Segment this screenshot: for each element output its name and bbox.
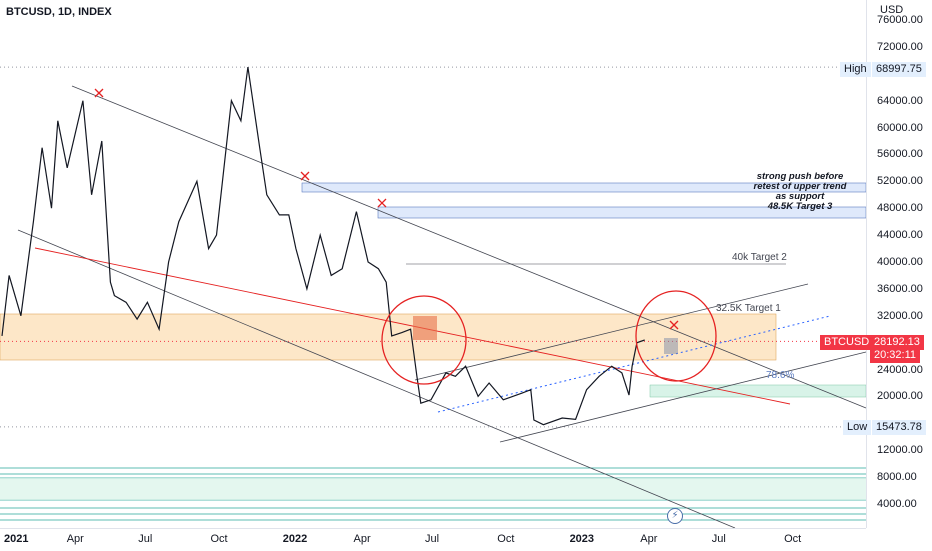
price-line bbox=[1, 67, 645, 426]
price-tick-8: 44000.00 bbox=[877, 229, 923, 242]
time-tick-5: Apr bbox=[353, 533, 371, 545]
low-label: Low bbox=[843, 420, 872, 435]
cross-marker-3-b bbox=[669, 320, 679, 330]
time-tick-0: 2021 bbox=[4, 533, 29, 545]
symbol-title: BTCUSD, 1D, INDEX bbox=[6, 6, 112, 18]
fib-level-label: 78.6% bbox=[766, 370, 795, 381]
price-tick-14: 12000.00 bbox=[877, 444, 923, 457]
flash-icon[interactable]: ⚡ bbox=[667, 508, 683, 524]
lower-uptrend-line bbox=[499, 351, 867, 443]
highlight-circle-2 bbox=[635, 290, 717, 382]
highlight-box-1 bbox=[413, 316, 437, 340]
price-tick-7: 48000.00 bbox=[877, 202, 923, 215]
price-tick-10: 36000.00 bbox=[877, 282, 923, 295]
lower-downtrend-line bbox=[17, 229, 736, 529]
countdown: 20:32:11 bbox=[870, 348, 921, 363]
price-tick-16: 4000.00 bbox=[877, 498, 917, 510]
time-tick-8: 2023 bbox=[569, 533, 595, 545]
cross-marker-1-b bbox=[300, 171, 310, 181]
time-tick-3: Oct bbox=[210, 533, 228, 545]
last-price: 28192.13 bbox=[870, 335, 924, 350]
price-tick-9: 40000.00 bbox=[877, 256, 923, 268]
low-value: 15473.78 bbox=[872, 420, 926, 435]
time-tick-10: Jul bbox=[711, 533, 726, 545]
green-band bbox=[0, 478, 866, 500]
price-tick-6: 52000.00 bbox=[877, 175, 923, 188]
time-axis[interactable] bbox=[0, 528, 866, 551]
price-tick-4: 60000.00 bbox=[877, 121, 923, 134]
high-label: High bbox=[840, 62, 871, 77]
highlight-box-2 bbox=[664, 338, 678, 354]
price-tick-12: 24000.00 bbox=[877, 363, 923, 376]
price-tick-1: 72000.00 bbox=[877, 40, 923, 53]
upper-uptrend-line bbox=[414, 283, 809, 381]
blue-dotted-trend bbox=[437, 315, 831, 413]
price-axis[interactable] bbox=[866, 0, 932, 528]
price-tick-15: 8000.00 bbox=[877, 471, 917, 484]
currency-label: USD bbox=[880, 4, 904, 16]
target-1-label: 32.5K Target 1 bbox=[716, 303, 781, 314]
red-trendline bbox=[34, 247, 791, 405]
price-tick-0: 76000.00 bbox=[877, 14, 923, 26]
high-value: 68997.75 bbox=[872, 62, 926, 77]
time-tick-1: Apr bbox=[66, 533, 84, 545]
price-tick-11: 32000.00 bbox=[877, 309, 923, 322]
support-zone bbox=[0, 313, 777, 361]
time-tick-11: Oct bbox=[784, 533, 802, 545]
time-tick-2: Jul bbox=[138, 533, 153, 545]
note-line-4: 48.5K Target 3 bbox=[767, 201, 833, 212]
price-tick-3: 64000.00 bbox=[877, 94, 923, 107]
cross-marker-0-b bbox=[94, 88, 104, 98]
highlight-circle-1 bbox=[381, 295, 467, 385]
note-line-1: strong push before bbox=[756, 171, 844, 182]
time-tick-4: 2022 bbox=[282, 533, 308, 545]
time-tick-6: Jul bbox=[425, 533, 440, 545]
upper-downtrend-line bbox=[71, 85, 867, 409]
cross-marker-2-b bbox=[377, 198, 387, 208]
target-2-label: 40k Target 2 bbox=[732, 252, 787, 263]
time-tick-9: Apr bbox=[640, 533, 658, 545]
note-line-3: as support bbox=[775, 191, 825, 202]
price-tick-5: 56000.00 bbox=[877, 148, 923, 161]
price-tick-13: 20000.00 bbox=[877, 390, 923, 403]
time-tick-7: Oct bbox=[497, 533, 515, 545]
symbol-tag: BTCUSD bbox=[820, 335, 874, 350]
note-line-2: retest of upper trend bbox=[753, 181, 847, 192]
